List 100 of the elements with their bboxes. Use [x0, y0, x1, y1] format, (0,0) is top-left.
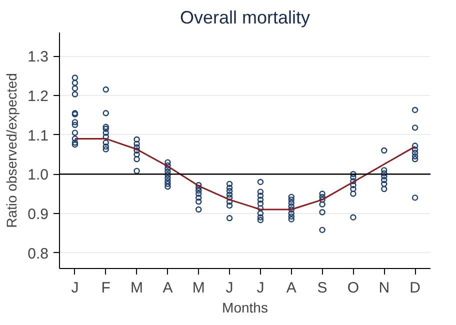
- x-tick-label: F: [101, 280, 110, 296]
- point: [226, 215, 233, 222]
- point: [350, 182, 356, 188]
- point: [350, 186, 356, 192]
- point: [102, 126, 109, 132]
- chart-title: Overall mortality: [180, 8, 310, 28]
- x-tick-label: M: [192, 280, 205, 296]
- x-tick-label: S: [317, 280, 328, 296]
- point: [319, 209, 326, 216]
- point: [102, 110, 109, 116]
- point: [196, 206, 202, 213]
- point: [226, 180, 233, 188]
- x-tick-label: J: [226, 280, 234, 296]
- x-tick-label: A: [286, 280, 296, 296]
- point: [381, 173, 388, 180]
- x-tick-label: J: [256, 280, 264, 296]
- point: [164, 184, 171, 190]
- point: [72, 91, 78, 98]
- point: [350, 174, 356, 180]
- point: [102, 134, 109, 140]
- point: [164, 166, 171, 172]
- point: [257, 178, 264, 186]
- x-tick-label: O: [347, 280, 360, 296]
- point: [164, 174, 171, 182]
- point: [381, 186, 388, 192]
- point: [381, 176, 388, 184]
- y-tick-label: 1.1: [28, 127, 49, 144]
- point: [196, 184, 202, 191]
- point: [288, 216, 294, 222]
- point: [226, 194, 233, 201]
- point: [412, 142, 418, 149]
- point: [350, 214, 356, 220]
- point: [412, 150, 418, 156]
- point: [134, 144, 140, 150]
- point: [72, 140, 78, 146]
- point: [288, 196, 294, 203]
- point: [381, 167, 388, 174]
- point: [196, 182, 202, 188]
- point: [350, 190, 356, 197]
- x-tick-label: N: [378, 280, 390, 296]
- point: [257, 200, 264, 207]
- point: [226, 184, 233, 191]
- point: [72, 119, 78, 126]
- point: [319, 190, 326, 197]
- point: [257, 210, 264, 217]
- point: [102, 130, 109, 136]
- point: [72, 136, 78, 142]
- point: [350, 178, 356, 184]
- x-tick-label: A: [162, 280, 173, 296]
- point: [134, 140, 140, 147]
- point: [164, 159, 171, 166]
- point: [257, 214, 264, 220]
- point: [102, 146, 109, 152]
- y-tick-label: 1.3: [28, 48, 49, 66]
- point: [72, 122, 78, 128]
- point: [288, 206, 294, 213]
- point: [72, 142, 78, 148]
- point: [134, 156, 140, 162]
- point: [102, 140, 109, 146]
- point: [134, 151, 140, 158]
- point: [102, 143, 109, 150]
- x-axis-title: Months: [222, 300, 268, 316]
- y-tick-label: 0.9: [28, 206, 49, 223]
- x-tick-label: J: [71, 280, 79, 296]
- point: [381, 180, 388, 188]
- point: [412, 194, 418, 201]
- point: [319, 196, 326, 203]
- point: [381, 170, 388, 176]
- point: [257, 205, 264, 212]
- x-tick-label: M: [130, 280, 144, 296]
- point: [102, 124, 109, 130]
- x-tick-label: D: [410, 280, 421, 296]
- point: [134, 136, 140, 143]
- point: [134, 168, 140, 174]
- point: [257, 217, 264, 224]
- point: [164, 162, 171, 169]
- point: [288, 194, 294, 200]
- point: [226, 198, 233, 205]
- point: [164, 168, 171, 175]
- point: [412, 156, 418, 162]
- point: [412, 146, 418, 153]
- y-axis-title: Ratio observed/expected: [4, 73, 20, 228]
- point: [196, 190, 202, 197]
- point: [196, 198, 202, 205]
- point: [288, 200, 294, 206]
- point: [164, 172, 171, 178]
- point: [226, 202, 233, 209]
- point: [196, 188, 202, 194]
- point: [257, 196, 264, 203]
- point: [102, 86, 109, 93]
- point: [319, 201, 326, 208]
- point: [196, 194, 202, 201]
- point: [226, 188, 233, 194]
- point: [412, 124, 418, 131]
- point: [72, 80, 78, 86]
- y-tick-label: 1.2: [28, 88, 49, 105]
- point: [164, 180, 171, 188]
- point: [412, 106, 418, 114]
- point: [72, 130, 78, 136]
- point: [350, 171, 356, 178]
